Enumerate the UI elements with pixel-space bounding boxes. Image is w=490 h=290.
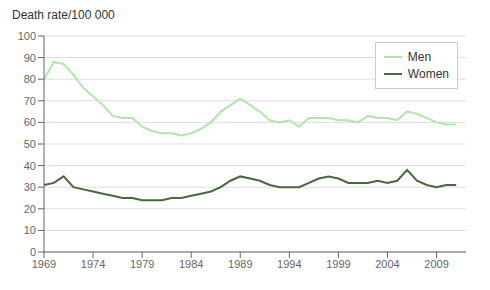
html-text:Women: Women: [407, 67, 449, 81]
svg-text:70: 70: [24, 95, 36, 107]
svg-text:1984: 1984: [179, 258, 203, 270]
svg-text:1979: 1979: [130, 258, 154, 270]
svg-text:1994: 1994: [277, 258, 301, 270]
html-text:Men: Men: [407, 50, 432, 64]
svg-text:100: 100: [18, 30, 36, 42]
svg-text:80: 80: [24, 73, 36, 85]
svg-text:1969: 1969: [32, 258, 56, 270]
html-text:Death rate/100 000: Death rate/100 000: [12, 8, 115, 22]
svg-text:2004: 2004: [375, 258, 399, 270]
svg-text:40: 40: [24, 160, 36, 172]
svg-text:90: 90: [24, 52, 36, 64]
svg-text:30: 30: [24, 181, 36, 193]
svg-text:1989: 1989: [228, 258, 252, 270]
svg-text:50: 50: [24, 138, 36, 150]
svg-text:0: 0: [30, 246, 36, 258]
svg-text:1999: 1999: [326, 258, 350, 270]
svg-text:60: 60: [24, 116, 36, 128]
svg-text:2009: 2009: [424, 258, 448, 270]
svg-text:20: 20: [24, 203, 36, 215]
svg-text:1974: 1974: [81, 258, 105, 270]
svg-text:10: 10: [24, 224, 36, 236]
